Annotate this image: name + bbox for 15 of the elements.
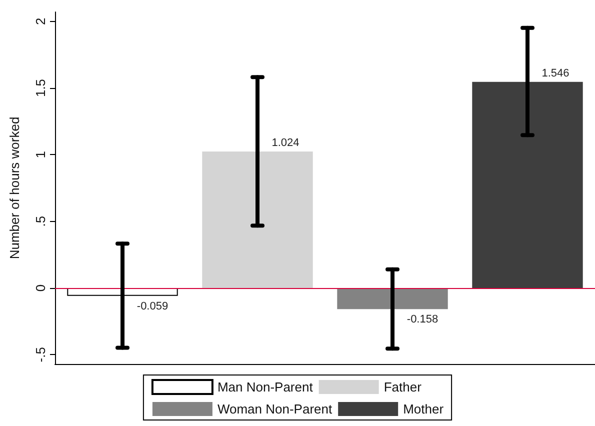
y-axis-title: Number of hours worked xyxy=(7,116,22,260)
y-tick-label: 2 xyxy=(33,18,48,25)
data-label: 1.546 xyxy=(542,67,570,80)
y-tick-label: .5 xyxy=(33,216,48,227)
data-label: -0.059 xyxy=(136,300,168,312)
y-tick-label: 0 xyxy=(33,284,48,292)
legend-label: Father xyxy=(384,380,422,394)
legend-label: Mother xyxy=(403,402,444,416)
y-tick-label: 1 xyxy=(33,151,48,158)
y-tick-label: -.5 xyxy=(33,347,48,362)
data-label: 1.024 xyxy=(272,136,300,149)
legend-label: Woman Non-Parent xyxy=(217,402,332,416)
legend-label: Man Non-Parent xyxy=(217,380,314,394)
y-tick-label: 1.5 xyxy=(33,78,48,98)
data-label: -0.158 xyxy=(406,314,438,326)
